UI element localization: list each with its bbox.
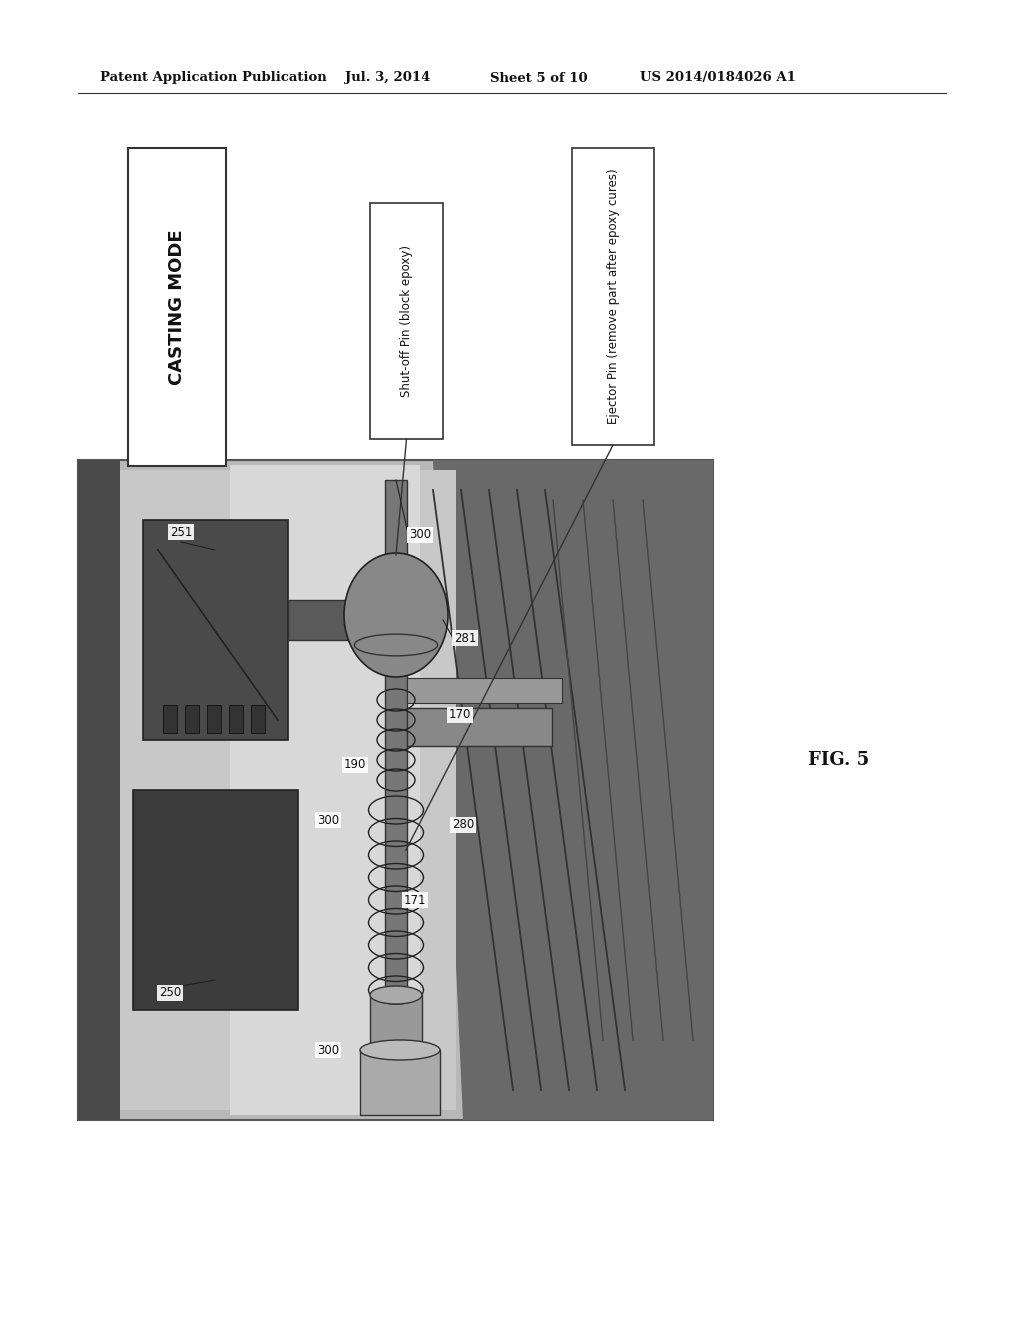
Bar	[207, 705, 221, 733]
Ellipse shape	[370, 1041, 422, 1059]
Ellipse shape	[344, 553, 449, 677]
Text: 251: 251	[170, 525, 193, 539]
Bar	[163, 705, 177, 733]
Bar	[251, 705, 265, 733]
Bar	[370, 995, 422, 1049]
Text: 300: 300	[317, 813, 339, 826]
Bar	[78, 459, 120, 1119]
Bar	[133, 789, 298, 1010]
Text: 170: 170	[449, 709, 471, 722]
Text: Jul. 3, 2014: Jul. 3, 2014	[345, 71, 430, 84]
Text: 171: 171	[403, 894, 426, 907]
Text: Ejector Pin (remove part after epoxy cures): Ejector Pin (remove part after epoxy cur…	[606, 169, 620, 424]
Bar	[229, 705, 243, 733]
Ellipse shape	[360, 1040, 440, 1060]
Bar	[360, 1049, 440, 1115]
Text: FIG. 5: FIG. 5	[808, 751, 869, 770]
Bar	[120, 470, 456, 1110]
Text: 190: 190	[344, 759, 367, 771]
Text: 250: 250	[159, 986, 181, 999]
Text: US 2014/0184026 A1: US 2014/0184026 A1	[640, 71, 796, 84]
Bar	[407, 708, 552, 746]
Text: Sheet 5 of 10: Sheet 5 of 10	[490, 71, 588, 84]
Bar	[78, 459, 713, 1119]
Text: 300: 300	[409, 528, 431, 541]
Text: CASTING MODE: CASTING MODE	[168, 230, 186, 385]
Text: 280: 280	[452, 818, 474, 832]
Bar	[185, 705, 199, 733]
Bar	[407, 678, 562, 704]
Text: 281: 281	[454, 631, 476, 644]
Bar	[230, 465, 420, 1115]
Text: 300: 300	[317, 1044, 339, 1056]
Text: Patent Application Publication: Patent Application Publication	[100, 71, 327, 84]
Ellipse shape	[370, 986, 422, 1005]
Bar	[288, 601, 358, 640]
Polygon shape	[433, 459, 713, 1119]
Bar	[370, 203, 443, 440]
Bar	[385, 480, 407, 1040]
Bar	[572, 148, 654, 445]
Bar	[143, 520, 288, 741]
Text: Shut-off Pin (block epoxy): Shut-off Pin (block epoxy)	[400, 246, 413, 397]
Bar	[128, 148, 226, 466]
